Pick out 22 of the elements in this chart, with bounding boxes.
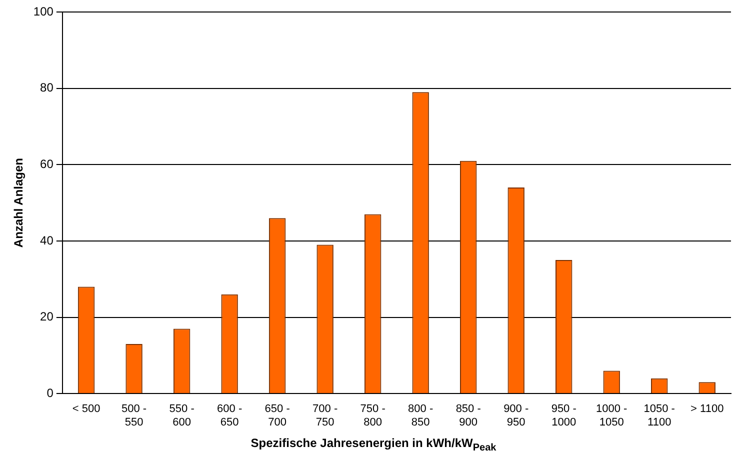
y-tick-label: 20 [40,310,54,324]
x-tick-label: 800 - 850 [408,403,434,428]
y-axis-title: Anzahl Anlagen [12,158,26,248]
x-tick-label: 500 - 550 [122,403,147,428]
x-tick-label: 850 - 900 [456,403,482,428]
x-tick-label: 650 - 700 [264,403,290,428]
y-tick-label: 100 [33,4,54,18]
y-tick-label: 40 [40,233,54,248]
x-tick-label: > 1100 [690,403,724,416]
x-tick-label: 950 - 1000 [551,403,577,428]
x-axis-title: Spezifische Jahresenergien in kWh/kW$_{Peak}$ [250,436,498,454]
y-tick-label: 60 [40,156,54,171]
x-tick-label: 750 - 800 [360,403,386,428]
x-tick-label: 900 - 950 [504,403,529,428]
x-tick-label: < 500 [72,403,100,416]
x-tick-label: 1000 - 1050 [596,403,628,428]
y-tick-label: 0 [46,386,54,400]
x-tick-label: 1050 - 1100 [644,403,676,428]
x-tick-label: 700 - 750 [312,403,338,428]
x-tick-label: 550 - 600 [169,403,195,428]
x-tick-label: 600 - 650 [217,403,242,428]
y-tick-label: 80 [40,80,54,95]
